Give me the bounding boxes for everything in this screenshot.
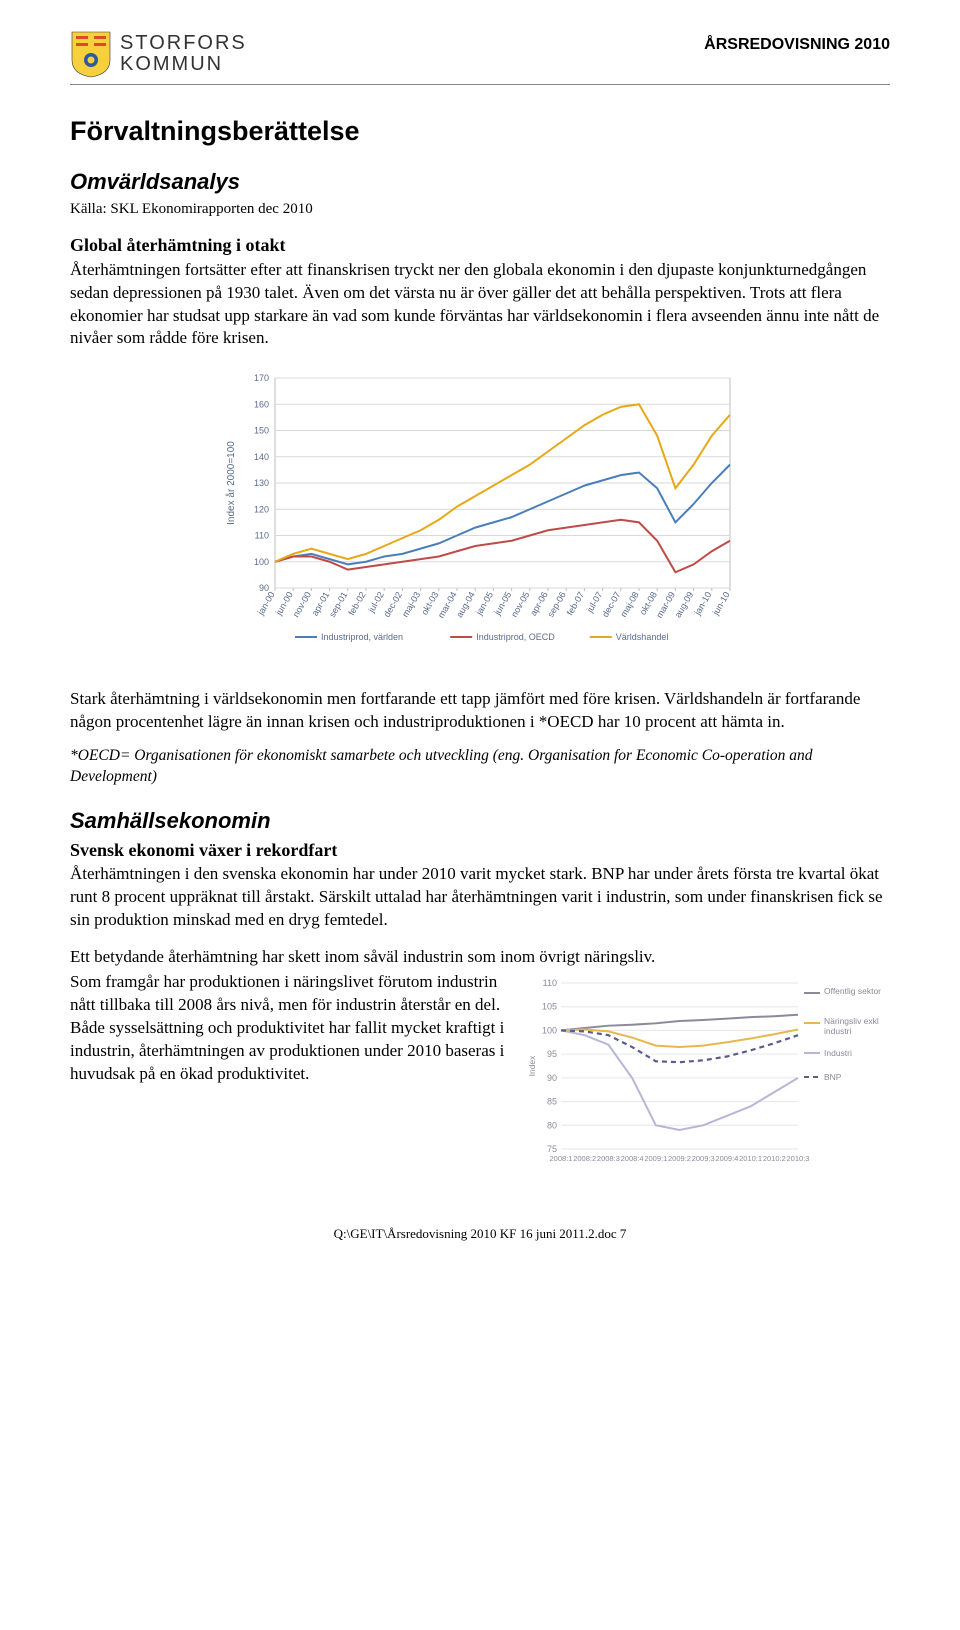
svg-text:100: 100 bbox=[254, 557, 269, 567]
page-footer: Q:\GE\IT\Årsredovisning 2010 KF 16 juni … bbox=[70, 1225, 890, 1243]
document-title: ÅRSREDOVISNING 2010 bbox=[704, 34, 890, 56]
svg-text:jan-00: jan-00 bbox=[255, 590, 277, 618]
svg-text:140: 140 bbox=[254, 452, 269, 462]
svg-text:2008:1: 2008:1 bbox=[550, 1154, 573, 1163]
svg-text:jan-05: jan-05 bbox=[473, 590, 495, 618]
footer-path: Q:\GE\IT\Årsredovisning 2010 KF 16 juni … bbox=[334, 1226, 617, 1241]
svg-text:120: 120 bbox=[254, 505, 269, 515]
svg-text:jan-10: jan-10 bbox=[692, 590, 714, 618]
svg-text:160: 160 bbox=[254, 400, 269, 410]
svg-text:Världshandel: Världshandel bbox=[616, 632, 669, 642]
svg-text:Industriprod, världen: Industriprod, världen bbox=[321, 632, 403, 642]
text-chart-row: Som framgår har produktionen i näringsli… bbox=[70, 971, 890, 1175]
svg-text:Industri: Industri bbox=[824, 1048, 852, 1058]
svg-text:Näringsliv exkl: Näringsliv exkl bbox=[824, 1016, 879, 1026]
subheading-svensk-ekonomi: Svensk ekonomi växer i rekordfart bbox=[70, 838, 890, 862]
svg-text:150: 150 bbox=[254, 426, 269, 436]
svg-text:90: 90 bbox=[547, 1073, 557, 1083]
svg-text:Index år 2000=100: Index år 2000=100 bbox=[225, 441, 237, 525]
svg-text:Offentlig sektor: Offentlig sektor bbox=[824, 986, 881, 996]
svg-text:2010:1: 2010:1 bbox=[739, 1154, 762, 1163]
swedish-economy-chart: 75808590951001051102008:12008:22008:3200… bbox=[525, 975, 890, 1175]
svg-text:105: 105 bbox=[542, 1002, 557, 1012]
municipal-crest-icon bbox=[70, 30, 112, 78]
svg-text:feb-07: feb-07 bbox=[565, 590, 586, 617]
svg-text:110: 110 bbox=[543, 978, 557, 988]
org-line1: STORFORS bbox=[120, 33, 247, 54]
paragraph-2: Stark återhämtning i världsekonomin men … bbox=[70, 688, 890, 734]
svg-text:75: 75 bbox=[547, 1144, 557, 1154]
svg-text:2008:2: 2008:2 bbox=[573, 1154, 596, 1163]
subheading-omvarldsanalys: Omvärldsanalys bbox=[70, 167, 890, 197]
org-name: STORFORS KOMMUN bbox=[120, 33, 247, 75]
svg-text:2010:2: 2010:2 bbox=[763, 1154, 786, 1163]
main-heading: Förvaltningsberättelse bbox=[70, 113, 890, 149]
page-header: STORFORS KOMMUN ÅRSREDOVISNING 2010 bbox=[70, 30, 890, 85]
svg-text:170: 170 bbox=[254, 373, 269, 383]
paragraph-1: Återhämtningen fortsätter efter att fina… bbox=[70, 259, 890, 351]
svg-text:Industriprod, OECD: Industriprod, OECD bbox=[476, 632, 555, 642]
svg-text:feb-02: feb-02 bbox=[346, 590, 367, 617]
svg-text:sep-01: sep-01 bbox=[327, 590, 349, 619]
source-line: Källa: SKL Ekonomirapporten dec 2010 bbox=[70, 199, 890, 219]
paragraph-4-body: Som framgår har produktionen i näringsli… bbox=[70, 971, 507, 1086]
svg-text:industri: industri bbox=[824, 1026, 852, 1036]
svg-text:130: 130 bbox=[254, 478, 269, 488]
footer-page: 7 bbox=[620, 1226, 627, 1241]
svg-text:maj-03: maj-03 bbox=[400, 590, 422, 619]
subheading-global: Global återhämtning i otakt bbox=[70, 233, 890, 257]
svg-text:2009:4: 2009:4 bbox=[715, 1154, 738, 1163]
svg-text:2009:2: 2009:2 bbox=[668, 1154, 691, 1163]
svg-text:80: 80 bbox=[547, 1120, 557, 1130]
paragraph-4-intro: Ett betydande återhämtning har skett ino… bbox=[70, 946, 890, 969]
chart1-container: 90100110120130140150160170jan-00jun-00no… bbox=[70, 368, 890, 648]
svg-text:2010:3: 2010:3 bbox=[787, 1154, 810, 1163]
svg-text:2009:3: 2009:3 bbox=[692, 1154, 715, 1163]
org-logo-block: STORFORS KOMMUN bbox=[70, 30, 247, 78]
svg-text:sep-06: sep-06 bbox=[546, 590, 568, 619]
svg-text:nov-00: nov-00 bbox=[291, 590, 313, 619]
svg-text:BNP: BNP bbox=[824, 1072, 842, 1082]
svg-text:nov-05: nov-05 bbox=[509, 590, 531, 619]
paragraph-3: Återhämtningen i den svenska ekonomin ha… bbox=[70, 863, 890, 932]
svg-text:2009:1: 2009:1 bbox=[644, 1154, 667, 1163]
svg-text:jun-10: jun-10 bbox=[710, 590, 732, 618]
world-economy-chart: 90100110120130140150160170jan-00jun-00no… bbox=[220, 368, 740, 648]
svg-text:2008:4: 2008:4 bbox=[621, 1154, 644, 1163]
svg-text:maj-08: maj-08 bbox=[618, 590, 640, 619]
svg-text:2008:3: 2008:3 bbox=[597, 1154, 620, 1163]
svg-text:95: 95 bbox=[547, 1049, 557, 1059]
subheading-samhallsekonomin: Samhällsekonomin bbox=[70, 806, 890, 836]
oecd-footnote: *OECD= Organisationen för ekonomiskt sam… bbox=[70, 746, 890, 788]
svg-text:Index: Index bbox=[527, 1055, 537, 1077]
svg-text:100: 100 bbox=[542, 1025, 557, 1035]
svg-text:85: 85 bbox=[547, 1096, 557, 1106]
org-line2: KOMMUN bbox=[120, 54, 247, 75]
svg-text:110: 110 bbox=[255, 531, 269, 541]
